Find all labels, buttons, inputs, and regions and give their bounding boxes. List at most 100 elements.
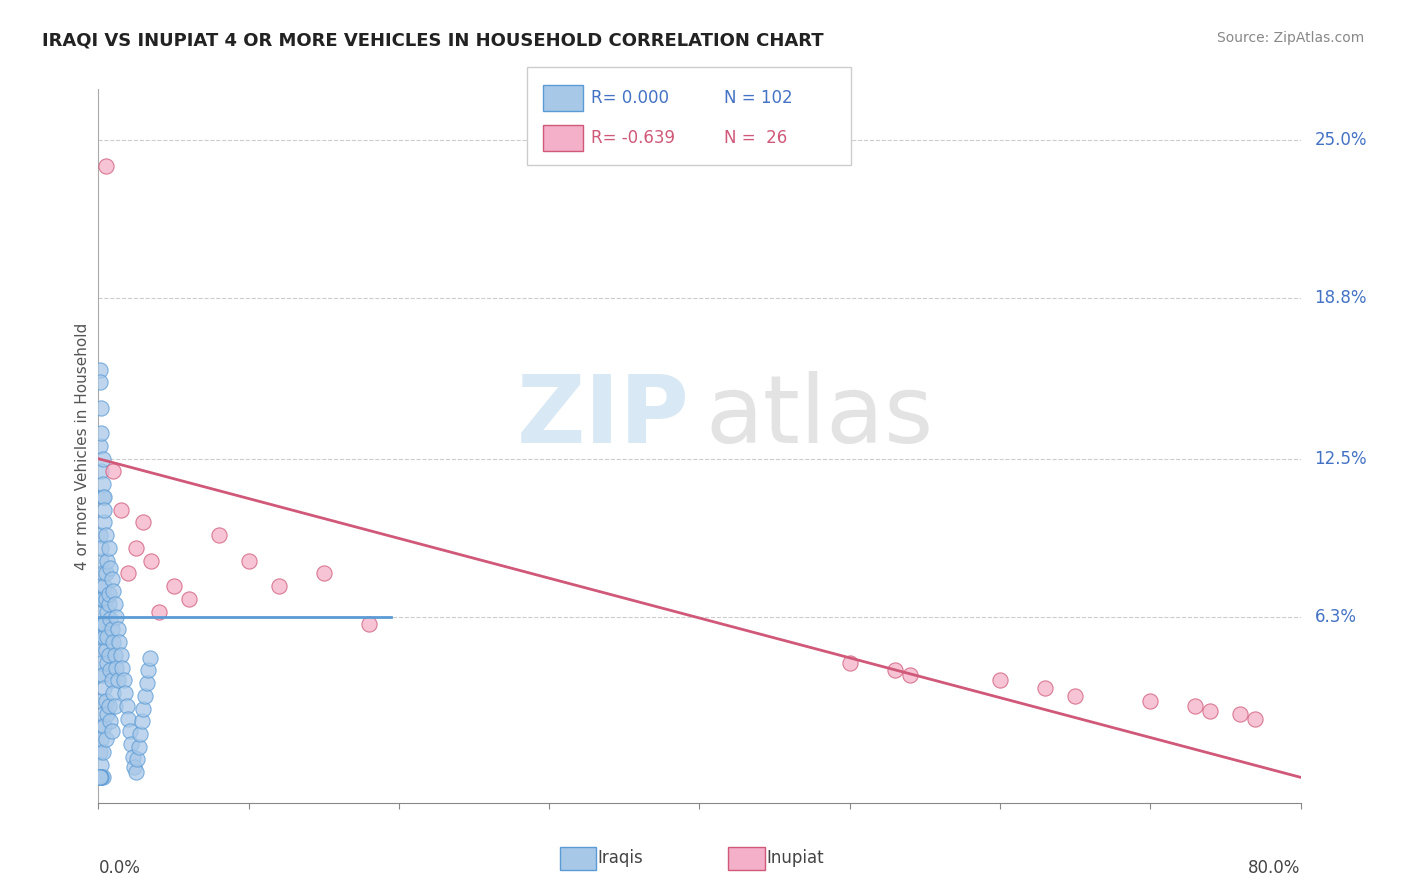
- Y-axis label: 4 or more Vehicles in Household: 4 or more Vehicles in Household: [75, 322, 90, 570]
- Point: [103, 635, 125, 649]
- Point: [96, 656, 118, 670]
- Point: [100, 561, 122, 575]
- Text: 6.3%: 6.3%: [1315, 607, 1357, 626]
- Point: [91, 668, 114, 682]
- Point: [89, 770, 111, 784]
- Point: [96, 706, 118, 721]
- Point: [112, 673, 135, 688]
- Text: Inupiat: Inupiat: [766, 849, 824, 867]
- Point: [89, 719, 111, 733]
- Point: [1229, 706, 1251, 721]
- Point: [104, 698, 127, 713]
- Point: [101, 673, 124, 688]
- Point: [90, 757, 112, 772]
- Point: [90, 605, 112, 619]
- Point: [101, 572, 124, 586]
- Point: [91, 745, 114, 759]
- Point: [238, 554, 260, 568]
- Point: [89, 770, 111, 784]
- Point: [89, 439, 111, 453]
- Point: [110, 502, 132, 516]
- Point: [91, 477, 114, 491]
- Point: [357, 617, 380, 632]
- Point: [89, 362, 111, 376]
- Point: [97, 541, 120, 555]
- Text: Source: ZipAtlas.com: Source: ZipAtlas.com: [1216, 31, 1364, 45]
- Point: [90, 401, 112, 415]
- Point: [90, 465, 112, 479]
- Point: [90, 591, 112, 606]
- Point: [89, 376, 111, 390]
- Point: [91, 706, 114, 721]
- Point: [107, 623, 129, 637]
- Point: [89, 591, 111, 606]
- Point: [132, 516, 155, 530]
- Point: [129, 727, 152, 741]
- Point: [138, 650, 160, 665]
- Text: R= -0.639: R= -0.639: [591, 129, 675, 147]
- Point: [105, 609, 128, 624]
- Point: [134, 689, 156, 703]
- Text: 25.0%: 25.0%: [1315, 131, 1367, 149]
- Point: [89, 528, 111, 542]
- Point: [94, 566, 117, 581]
- Point: [100, 663, 122, 677]
- Point: [89, 579, 111, 593]
- Point: [89, 630, 111, 644]
- Text: atlas: atlas: [706, 371, 934, 464]
- Point: [96, 605, 118, 619]
- Point: [121, 737, 143, 751]
- Point: [122, 750, 145, 764]
- Point: [94, 694, 117, 708]
- Point: [90, 770, 112, 784]
- Point: [267, 579, 290, 593]
- Point: [94, 528, 117, 542]
- Point: [91, 770, 114, 784]
- Point: [125, 765, 148, 780]
- Point: [177, 591, 200, 606]
- Point: [118, 724, 141, 739]
- Point: [127, 752, 149, 766]
- Point: [97, 698, 120, 713]
- Point: [93, 502, 115, 516]
- Point: [117, 712, 139, 726]
- Point: [90, 426, 112, 441]
- Point: [1033, 681, 1056, 695]
- Point: [94, 591, 117, 606]
- Point: [312, 566, 335, 581]
- Point: [105, 661, 128, 675]
- Point: [110, 648, 132, 662]
- Text: ZIP: ZIP: [517, 371, 690, 464]
- Point: [883, 663, 905, 677]
- Point: [89, 668, 111, 682]
- Point: [136, 663, 159, 677]
- Point: [89, 770, 111, 784]
- Point: [124, 760, 146, 774]
- Point: [132, 701, 155, 715]
- Point: [93, 617, 115, 632]
- Point: [135, 676, 157, 690]
- Point: [91, 591, 114, 606]
- Point: [148, 605, 170, 619]
- Point: [93, 490, 115, 504]
- Point: [96, 630, 118, 644]
- Point: [114, 686, 136, 700]
- Point: [90, 541, 112, 555]
- Text: IRAQI VS INUPIAT 4 OR MORE VEHICLES IN HOUSEHOLD CORRELATION CHART: IRAQI VS INUPIAT 4 OR MORE VEHICLES IN H…: [42, 31, 824, 49]
- Point: [1199, 704, 1222, 718]
- Point: [100, 714, 122, 729]
- Point: [208, 528, 231, 542]
- Point: [115, 698, 138, 713]
- Point: [91, 490, 114, 504]
- Point: [128, 739, 150, 754]
- Point: [107, 673, 129, 688]
- Point: [90, 656, 112, 670]
- Point: [97, 648, 120, 662]
- Point: [103, 686, 125, 700]
- Point: [104, 597, 127, 611]
- Point: [838, 656, 860, 670]
- Point: [90, 732, 112, 747]
- Text: N = 102: N = 102: [724, 89, 793, 107]
- Point: [1244, 712, 1267, 726]
- Point: [93, 516, 115, 530]
